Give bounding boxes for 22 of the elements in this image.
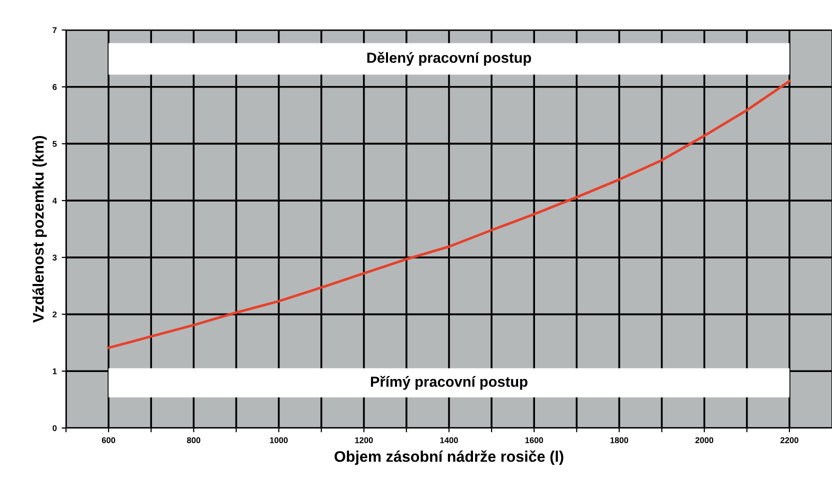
y-tick-label: 7 xyxy=(52,27,57,34)
y-tick-label: 5 xyxy=(52,141,57,147)
y-tick-label: 1 xyxy=(52,368,57,374)
y-tick-label: 6 xyxy=(52,84,57,90)
x-tick-label: 1800 xyxy=(610,437,628,444)
x-tick-label: 600 xyxy=(102,437,116,444)
y-tick-label: 0 xyxy=(52,425,57,432)
x-tick-label: 1400 xyxy=(440,437,458,444)
y-tick-label: 3 xyxy=(52,254,57,261)
x-tick-label: 2200 xyxy=(780,437,798,444)
x-tick-label: 1200 xyxy=(355,437,373,444)
y-tick-label: 2 xyxy=(52,311,57,318)
annotation: Přímý pracovní postup xyxy=(370,376,528,390)
x-tick-label: 800 xyxy=(186,437,200,444)
line-series xyxy=(107,80,791,350)
y-axis-title: Vzdálenost pozemku (km) xyxy=(32,136,47,323)
x-axis-title: Objem zásobní nádrže rosiče (l) xyxy=(334,450,564,465)
annotation: Dělený pracovní postup xyxy=(367,52,532,66)
x-tick-label: 1600 xyxy=(525,437,544,444)
x-tick-label: 2000 xyxy=(695,437,714,444)
x-tick-label: 1000 xyxy=(270,437,288,444)
y-tick-label: 4 xyxy=(52,198,57,204)
